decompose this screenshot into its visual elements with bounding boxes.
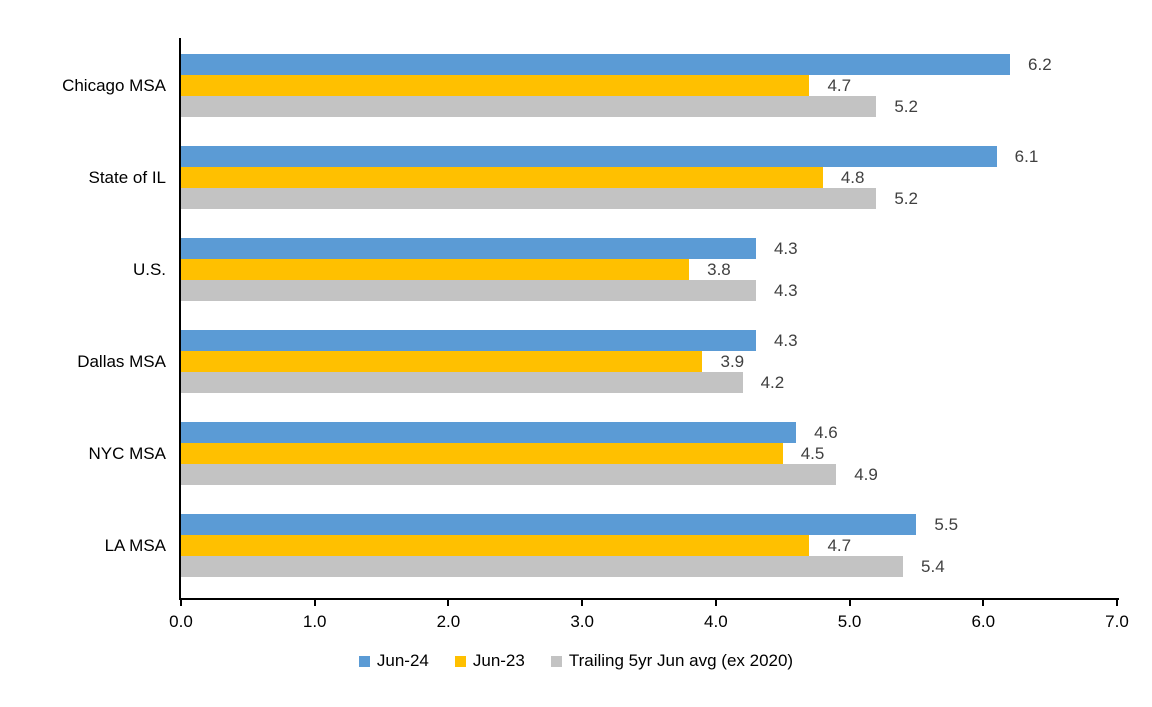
bar-jun-23-nyc-msa — [181, 443, 783, 464]
data-label-jun-23-chicago-msa: 4.7 — [827, 76, 852, 95]
x-axis-line — [179, 598, 1119, 600]
y-axis-line — [179, 38, 181, 600]
x-tick-7.0 — [1116, 598, 1118, 606]
data-label-jun-24-dallas-msa: 4.3 — [773, 331, 798, 350]
data-label-jun-24-state-of-il: 6.1 — [1014, 147, 1039, 166]
bar-jun-24-state-of-il — [181, 146, 997, 167]
bar-jun-24-la-msa — [181, 514, 917, 535]
category-label-chicago-msa: Chicago MSA — [62, 75, 166, 95]
data-label-trailing-5yr-jun-avg-ex-2020-u-s: 4.3 — [773, 281, 798, 300]
bar-trailing-5yr-jun-avg-ex-2020-state-of-il — [181, 188, 877, 209]
data-label-jun-24-u-s: 4.3 — [773, 239, 798, 258]
data-label-jun-24-la-msa: 5.5 — [934, 515, 959, 534]
x-tick-label-7.0: 7.0 — [1105, 612, 1129, 631]
legend-swatch-jun-24 — [358, 655, 370, 667]
x-tick-label-3.0: 3.0 — [570, 612, 594, 631]
category-label-dallas-msa: Dallas MSA — [77, 351, 166, 371]
x-tick-1.0 — [313, 598, 316, 606]
legend-label-jun-23: Jun-23 — [472, 651, 525, 670]
x-tick-0.0 — [180, 598, 182, 606]
x-tick-2.0 — [447, 598, 450, 606]
category-label-la-msa: LA MSA — [104, 535, 166, 555]
x-tick-6.0 — [982, 598, 985, 606]
legend-label-jun-24: Jun-24 — [376, 651, 429, 670]
bar-jun-23-dallas-msa — [181, 351, 703, 372]
category-label-u-s: U.S. — [132, 259, 166, 279]
bar-jun-23-u-s — [181, 259, 690, 280]
data-label-trailing-5yr-jun-avg-ex-2020-la-msa: 5.4 — [921, 557, 945, 576]
data-label-jun-23-state-of-il: 4.8 — [840, 168, 865, 187]
bar-jun-23-chicago-msa — [181, 75, 810, 96]
legend-item-jun-24: Jun-24 — [358, 651, 429, 671]
data-label-jun-23-u-s: 3.8 — [707, 260, 731, 279]
x-tick-label-1.0: 1.0 — [302, 612, 327, 631]
legend-item-jun-23: Jun-23 — [454, 651, 525, 671]
bar-trailing-5yr-jun-avg-ex-2020-u-s — [181, 280, 756, 301]
x-tick-4.0 — [714, 598, 717, 606]
legend-swatch-jun-23 — [454, 655, 466, 667]
x-tick-3.0 — [581, 598, 584, 606]
data-label-jun-23-dallas-msa: 3.9 — [720, 352, 745, 371]
data-label-trailing-5yr-jun-avg-ex-2020-state-of-il: 5.2 — [894, 189, 918, 208]
data-label-jun-23-nyc-msa: 4.5 — [800, 444, 825, 463]
bar-jun-24-chicago-msa — [181, 54, 1011, 75]
data-label-jun-24-nyc-msa: 4.6 — [814, 423, 838, 442]
x-tick-label-4.0: 4.0 — [704, 612, 728, 631]
category-label-state-of-il: State of IL — [88, 167, 167, 187]
bar-trailing-5yr-jun-avg-ex-2020-nyc-msa — [181, 464, 837, 485]
x-tick-label-5.0: 5.0 — [837, 612, 862, 631]
x-tick-label-2.0: 2.0 — [436, 612, 461, 631]
bar-jun-23-la-msa — [181, 535, 810, 556]
bar-jun-23-state-of-il — [181, 167, 823, 188]
x-tick-label-6.0: 6.0 — [971, 612, 996, 631]
bar-jun-24-nyc-msa — [181, 422, 797, 443]
data-label-jun-24-chicago-msa: 6.2 — [1028, 55, 1052, 74]
x-tick-5.0 — [848, 598, 851, 606]
legend: Jun-24 Jun-23 Trailing 5yr Jun avg (ex 202… — [0, 651, 1152, 671]
bar-jun-24-dallas-msa — [181, 330, 756, 351]
bar-trailing-5yr-jun-avg-ex-2020-la-msa — [181, 556, 904, 577]
data-label-jun-23-la-msa: 4.7 — [827, 536, 852, 555]
bar-trailing-5yr-jun-avg-ex-2020-chicago-msa — [181, 96, 877, 117]
data-label-trailing-5yr-jun-avg-ex-2020-nyc-msa: 4.9 — [854, 465, 878, 484]
bar-trailing-5yr-jun-avg-ex-2020-dallas-msa — [181, 372, 743, 393]
bar-jun-24-u-s — [181, 238, 756, 259]
data-label-trailing-5yr-jun-avg-ex-2020-chicago-msa: 5.2 — [894, 97, 918, 116]
x-tick-label-0.0: 0.0 — [169, 612, 193, 631]
data-label-trailing-5yr-jun-avg-ex-2020-dallas-msa: 4.2 — [760, 373, 785, 392]
legend-swatch-trailing-5yr-jun-avg-ex-2020 — [550, 655, 562, 667]
legend-item-trailing-5yr-jun-avg-ex-2020: Trailing 5yr Jun avg (ex 2020) — [550, 651, 794, 671]
category-label-nyc-msa: NYC MSA — [88, 443, 166, 463]
legend-label-trailing-5yr-jun-avg-ex-2020: Trailing 5yr Jun avg (ex 2020) — [568, 651, 794, 670]
